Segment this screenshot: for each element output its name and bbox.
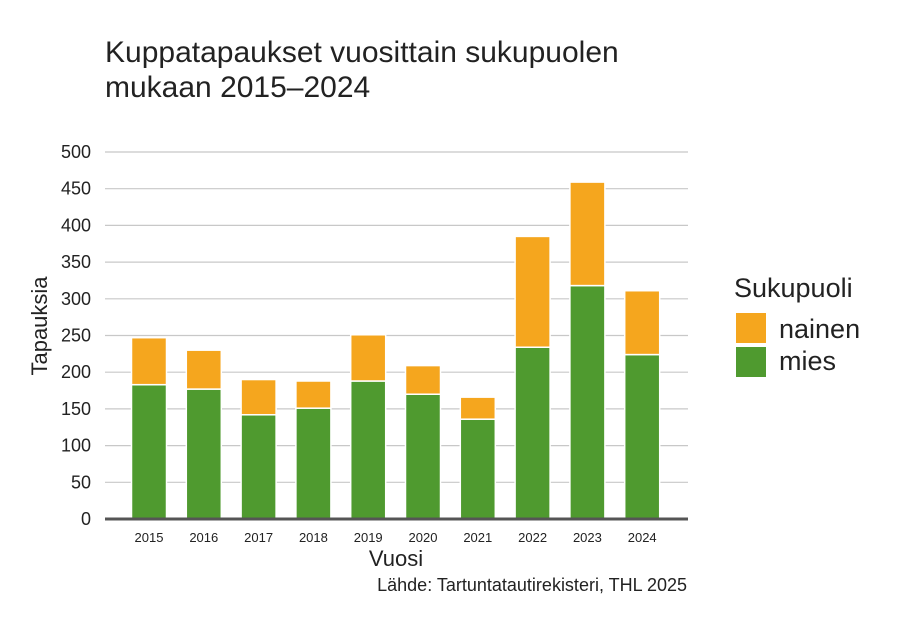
y-tick-label: 0: [81, 509, 91, 529]
bar-nainen-2023: [569, 181, 606, 287]
bar-nainen-2024: [623, 289, 661, 356]
x-tick-label: 2017: [244, 530, 273, 545]
x-tick-label: 2016: [189, 530, 218, 545]
bar-mies-2024: [623, 353, 661, 520]
legend: Sukupuoli nainen mies: [734, 273, 860, 377]
y-tick-label: 350: [61, 252, 91, 272]
source-note: Lähde: Tartuntatautirekisteri, THL 2025: [377, 575, 687, 595]
bar-mies-2023: [569, 284, 606, 520]
legend-label-nainen: nainen: [779, 314, 860, 344]
x-axis-label: Vuosi: [369, 546, 423, 571]
bar-nainen-2019: [349, 334, 387, 382]
legend-label-mies: mies: [779, 346, 836, 376]
y-tick-label: 250: [61, 326, 91, 346]
y-tick-label: 100: [61, 436, 91, 456]
bar-nainen-2018: [295, 380, 332, 409]
legend-title: Sukupuoli: [734, 273, 853, 303]
bar-nainen-2016: [185, 349, 223, 390]
x-tick-label: 2023: [573, 530, 602, 545]
y-tick-label: 50: [71, 472, 91, 492]
y-tick-label: 150: [61, 399, 91, 419]
chart-title-line-2: mukaan 2015–2024: [105, 71, 370, 104]
y-tick-label: 200: [61, 362, 91, 382]
x-tick-label: 2018: [299, 530, 328, 545]
x-tick-label: 2024: [628, 530, 657, 545]
bars: [130, 181, 661, 520]
x-tick-label: 2019: [354, 530, 383, 545]
bar-mies-2020: [404, 393, 442, 520]
bar-nainen-2022: [514, 235, 551, 348]
legend-swatch-mies: [736, 347, 766, 377]
y-axis-ticks: 0 50 100 150 200 250 300 350 400 450 500: [61, 142, 91, 529]
legend-swatch-nainen: [736, 313, 766, 343]
y-tick-label: 400: [61, 215, 91, 235]
bar-nainen-2021: [459, 396, 497, 420]
x-axis-ticks: 2015 2016 2017 2018 2019 2020 2021 2022 2023 2024: [135, 530, 657, 545]
bar-nainen-2015: [130, 336, 168, 386]
y-axis-label: Tapauksia: [27, 276, 52, 376]
bar-mies-2018: [295, 407, 332, 520]
x-tick-label: 2020: [409, 530, 438, 545]
x-tick-label: 2021: [463, 530, 492, 545]
y-tick-label: 500: [61, 142, 91, 162]
bar-mies-2015: [130, 383, 168, 520]
bar-nainen-2017: [240, 378, 277, 416]
bar-mies-2021: [459, 418, 497, 520]
bar-nainen-2020: [404, 364, 442, 395]
x-tick-label: 2015: [135, 530, 164, 545]
y-tick-label: 300: [61, 289, 91, 309]
y-tick-label: 450: [61, 179, 91, 199]
bar-mies-2016: [185, 388, 223, 520]
bar-mies-2019: [349, 380, 387, 520]
chart-title-line-1: Kuppatapaukset vuosittain sukupuolen: [105, 36, 619, 69]
bar-mies-2017: [240, 414, 277, 520]
x-tick-label: 2022: [518, 530, 547, 545]
bar-mies-2022: [514, 346, 551, 520]
